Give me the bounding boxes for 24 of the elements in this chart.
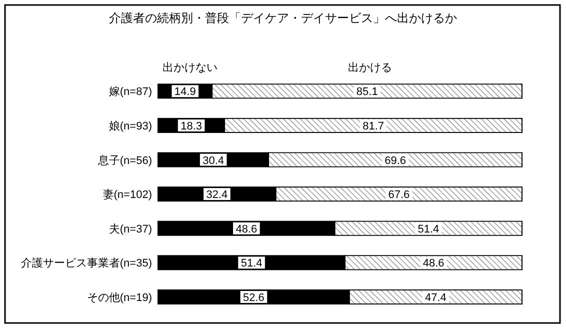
y-tick-label: その他(n=19): [86, 292, 152, 304]
data-label: 67.6: [388, 189, 410, 202]
y-tick-label: 嫁(n=87): [108, 86, 152, 98]
data-label: 69.6: [384, 154, 406, 167]
data-label: 81.7: [362, 120, 384, 132]
y-tick-label: 介護サービス事業者(n=35): [20, 256, 152, 270]
data-label: 52.6: [243, 292, 264, 304]
y-tick-label: 夫(n=37): [108, 222, 152, 236]
data-label: 32.4: [206, 189, 228, 202]
data-label: 48.6: [422, 258, 444, 270]
data-label: 51.4: [418, 223, 440, 236]
chart-title: 介護者の続柄別・普段「デイケア・デイサービス」へ出かけるか: [109, 11, 457, 25]
y-tick-label: 息子(n=56): [96, 154, 152, 167]
data-label: 48.6: [236, 223, 258, 236]
y-tick-label: 妻(n=102): [102, 188, 152, 202]
series-label: 出かける: [348, 61, 392, 74]
data-label: 85.1: [356, 86, 378, 98]
data-label: 51.4: [240, 258, 262, 270]
y-tick-label: 娘(n=93): [108, 119, 152, 132]
data-label: 47.4: [425, 292, 446, 304]
data-label: 18.3: [180, 120, 202, 132]
data-label: 14.9: [174, 86, 196, 98]
series-label: 出かけない: [162, 61, 218, 74]
data-label: 30.4: [202, 154, 224, 167]
